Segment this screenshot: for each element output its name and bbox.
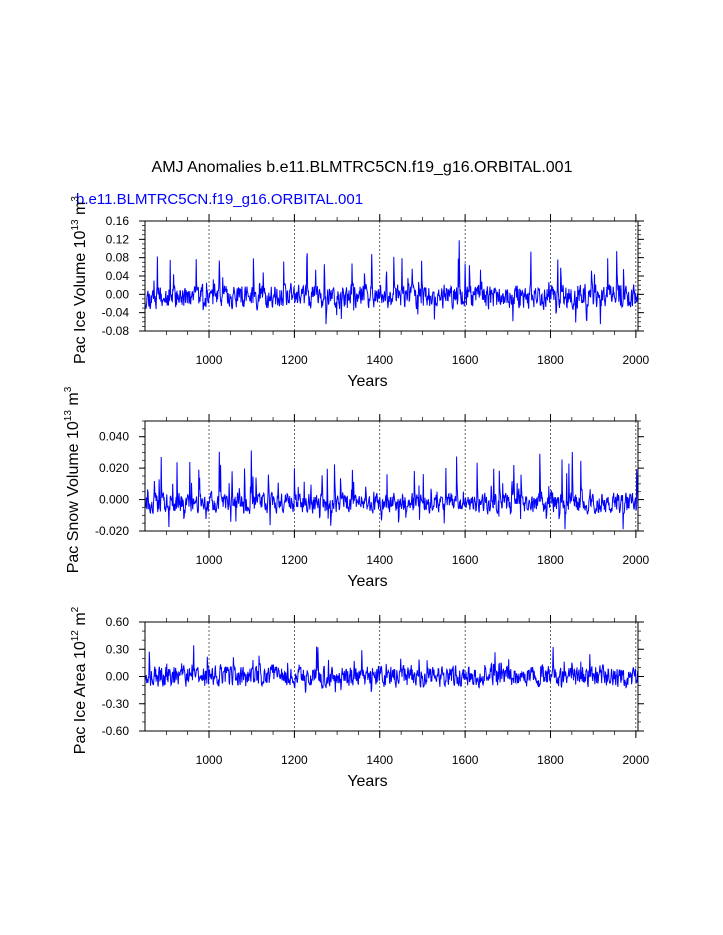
figure-title: AMJ Anomalies b.e11.BLMTRC5CN.f19_g16.OR…: [152, 159, 573, 176]
x-tick-label: 1000: [196, 553, 223, 567]
x-tick-label: 1600: [452, 553, 479, 567]
y-tick-label: 0.04: [106, 269, 130, 283]
x-tick-label: 1200: [281, 753, 308, 767]
y-axis-label-part: m: [72, 202, 89, 220]
y-tick-label: 0.020: [99, 461, 129, 475]
x-tick-label: 1800: [537, 553, 564, 567]
x-tick-label: 1400: [366, 753, 393, 767]
y-axis-label-part: 13: [70, 219, 81, 231]
y-tick-label: -0.08: [102, 324, 130, 338]
chart-panels: -0.08 -0.04 0.00 0.04 0.08 0.12 0.16 1000 1200 14…: [63, 196, 650, 790]
chart-panel-1: -0.08 -0.04 0.00 0.04 0.08 0.12 0.16 1000 1200 14…: [70, 196, 650, 390]
x-tick-label: 2000: [623, 353, 650, 367]
chart-panel-3: -0.60 -0.30 0.00 0.30 0.60 1000 1200 1400 1600 18…: [70, 606, 650, 790]
y-tick-label: 0.16: [106, 214, 130, 228]
y-tick-label: 0.08: [106, 251, 130, 265]
x-tick-label: 1400: [366, 353, 393, 367]
y-axis-label: Pac Ice Area 1012 m2: [70, 606, 89, 754]
chart-panel-2: -0.020 0.000 0.020 0.040 1000 1200 1400 1600 180…: [63, 386, 650, 590]
y-tick-label: 0.000: [99, 493, 129, 507]
series-line: [144, 240, 639, 325]
y-axis-label-part: 3: [70, 196, 81, 202]
y-tick-label: -0.04: [102, 306, 130, 320]
y-axis-label: Pac Snow Volume 1013 m3: [63, 386, 82, 573]
y-tick-label: 0.00: [106, 670, 130, 684]
x-tick-label: 1800: [537, 353, 564, 367]
x-tick-label: 1400: [366, 553, 393, 567]
x-tick-label: 1200: [281, 353, 308, 367]
series-line: [144, 450, 639, 530]
y-tick-label: 0.30: [106, 642, 130, 656]
x-tick-label: 1800: [537, 753, 564, 767]
y-tick-label: 0.040: [99, 430, 129, 444]
figure-subtitle: b.e11.BLMTRC5CN.f19_g16.ORBITAL.001: [76, 191, 363, 208]
y-axis-label-part: 3: [63, 386, 74, 392]
y-tick-label: 0.12: [106, 232, 130, 246]
y-axis-label-part: 12: [70, 630, 81, 642]
y-axis-label-part: 2: [70, 606, 81, 612]
x-tick-label: 1600: [452, 353, 479, 367]
y-tick-label: -0.30: [102, 697, 130, 711]
y-axis-label-part: Pac Snow Volume 10: [65, 421, 82, 573]
y-axis-label-part: m: [72, 612, 89, 630]
x-tick-label: 1600: [452, 753, 479, 767]
y-axis-label: Pac Ice Volume 1013 m3: [70, 196, 89, 364]
x-tick-label: 2000: [623, 553, 650, 567]
y-axis-label-part: 13: [63, 410, 74, 422]
series-line: [144, 645, 639, 693]
x-tick-label: 1000: [196, 753, 223, 767]
y-tick-label: 0.60: [106, 615, 130, 629]
x-tick-label: 1000: [196, 353, 223, 367]
y-axis-label-part: Pac Ice Area 10: [72, 641, 89, 754]
y-tick-label: 0.00: [106, 287, 130, 301]
y-tick-label: -0.60: [102, 724, 130, 738]
x-tick-label: 1200: [281, 553, 308, 567]
x-tick-label: 2000: [623, 753, 650, 767]
y-tick-label: -0.020: [95, 524, 129, 538]
y-axis-label-part: Pac Ice Volume 10: [72, 230, 89, 364]
x-axis-label: Years: [347, 573, 387, 590]
x-axis-label: Years: [347, 773, 387, 790]
y-axis-label-part: m: [65, 392, 82, 410]
x-axis-label: Years: [347, 373, 387, 390]
